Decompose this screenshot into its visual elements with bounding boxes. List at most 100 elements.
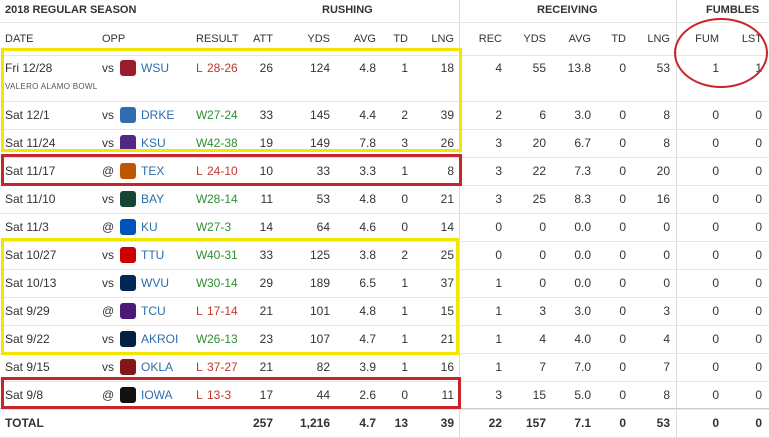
result-score[interactable]: 27-24 — [207, 108, 238, 122]
col-date[interactable]: DATE — [5, 33, 34, 45]
game-date: Sat 9/29 — [5, 304, 50, 318]
total-rec: 22 — [488, 416, 502, 430]
rush-avg-value: 4.6 — [359, 220, 376, 234]
att-value: 11 — [260, 192, 273, 206]
col-rush-lng[interactable]: LNG — [431, 33, 454, 45]
lst-value: 0 — [755, 360, 762, 374]
result-score[interactable]: 24-10 — [207, 164, 238, 178]
table-row: Sat 9/8 @ IOWA L 13-3 17 44 2.6 0 11 3 15 5.0 0 8 0 0 — [0, 381, 769, 410]
opponent-link[interactable]: DRKE — [141, 108, 175, 122]
rush-yds-value: 44 — [316, 388, 330, 402]
fum-value: 0 — [712, 332, 719, 346]
result-score[interactable]: 13-3 — [207, 388, 232, 402]
fum-value: 0 — [712, 248, 719, 262]
result-outcome: W — [196, 108, 208, 122]
att-value: 17 — [259, 388, 273, 402]
rec-lng-value: 7 — [663, 360, 670, 374]
col-rush-yds[interactable]: YDS — [307, 33, 330, 45]
location: vs — [102, 248, 114, 262]
rec-value: 4 — [495, 61, 502, 75]
opponent-link[interactable]: KU — [141, 220, 158, 234]
col-rush-td[interactable]: TD — [393, 33, 408, 45]
col-rec-td[interactable]: TD — [611, 33, 626, 45]
fum-value: 0 — [712, 136, 719, 150]
rush-lng-value: 21 — [440, 192, 454, 206]
total-rush-lng: 39 — [440, 416, 454, 430]
rec-value: 3 — [495, 136, 502, 150]
lst-value: 0 — [755, 136, 762, 150]
rec-yds-value: 22 — [532, 164, 546, 178]
result-score[interactable]: 17-14 — [207, 304, 238, 318]
rec-value: 1 — [495, 304, 502, 318]
opponent-link[interactable]: WVU — [141, 276, 169, 290]
table-row: Sat 12/1 vs DRKE W 27-24 33 145 4.4 2 39 2 6 3.0 0 8 0 0 — [0, 101, 769, 130]
table-row: Sat 9/15 vs OKLA L 37-27 21 82 3.9 1 16 1 7 7.0 0 7 0 0 — [0, 353, 769, 382]
rec-value: 3 — [495, 192, 502, 206]
team-logo-icon — [120, 359, 136, 375]
team-logo-icon — [120, 219, 136, 235]
result-score[interactable]: 28-14 — [207, 192, 238, 206]
rec-yds-value: 15 — [532, 388, 546, 402]
rush-avg-value: 4.8 — [359, 192, 376, 206]
col-att[interactable]: ATT — [253, 33, 273, 45]
location: @ — [102, 304, 115, 318]
fum-value: 0 — [712, 388, 719, 402]
opponent-link[interactable]: WSU — [141, 61, 169, 75]
fum-value: 0 — [712, 220, 719, 234]
rush-lng-value: 11 — [441, 388, 454, 402]
rec-yds-value: 3 — [539, 304, 546, 318]
game-date: Sat 9/22 — [5, 332, 50, 346]
opponent-link[interactable]: TCU — [141, 304, 166, 318]
game-date: Sat 12/1 — [5, 108, 50, 122]
att-value: 21 — [259, 304, 273, 318]
rushing-header: RUSHING — [322, 4, 373, 16]
team-logo-icon — [120, 191, 136, 207]
col-rec-lng[interactable]: LNG — [647, 33, 670, 45]
col-rec-yds[interactable]: YDS — [523, 33, 546, 45]
rush-lng-value: 8 — [447, 164, 454, 178]
bowl-note: VALERO ALAMO BOWL — [5, 82, 98, 91]
opponent-link[interactable]: TEX — [141, 164, 165, 178]
result-score[interactable]: 37-27 — [207, 360, 238, 374]
rush-avg-value: 3.3 — [359, 164, 376, 178]
result-score[interactable]: 40-31 — [207, 248, 238, 262]
rec-value: 0 — [495, 248, 502, 262]
lst-value: 0 — [755, 108, 762, 122]
lst-value: 0 — [755, 332, 762, 346]
col-rec[interactable]: REC — [478, 33, 502, 45]
rec-yds-value: 0 — [539, 248, 546, 262]
game-date: Sat 10/27 — [5, 248, 57, 262]
rush-td-value: 1 — [401, 360, 408, 374]
opponent-link[interactable]: IOWA — [141, 388, 173, 402]
col-rush-avg[interactable]: AVG — [353, 33, 376, 45]
rush-lng-value: 26 — [440, 136, 454, 150]
location: vs — [102, 192, 114, 206]
rush-avg-value: 3.8 — [359, 248, 376, 262]
col-result[interactable]: RESULT — [196, 33, 239, 45]
opponent-link[interactable]: AKROI — [141, 332, 179, 346]
receiving-header: RECEIVING — [537, 4, 598, 16]
result-score[interactable]: 28-26 — [207, 61, 238, 75]
result-score[interactable]: 26-13 — [207, 332, 238, 346]
result-score[interactable]: 27-3 — [207, 220, 232, 234]
opponent-link[interactable]: TTU — [141, 248, 165, 262]
col-rec-avg[interactable]: AVG — [568, 33, 591, 45]
rush-lng-value: 15 — [440, 304, 454, 318]
rush-td-value: 2 — [401, 108, 408, 122]
rush-avg-value: 4.8 — [359, 304, 376, 318]
opponent-link[interactable]: BAY — [141, 192, 165, 206]
result-score[interactable]: 30-14 — [207, 276, 238, 290]
opponent-link[interactable]: OKLA — [141, 360, 174, 374]
rec-yds-value: 0 — [539, 220, 546, 234]
team-logo-icon — [120, 275, 136, 291]
team-logo-icon — [120, 331, 136, 347]
rush-lng-value: 39 — [440, 108, 454, 122]
result-outcome: W — [196, 220, 208, 234]
result-score[interactable]: 42-38 — [207, 136, 238, 150]
col-opp[interactable]: OPP — [102, 33, 126, 45]
table-row: Sat 11/10 vs BAY W 28-14 11 53 4.8 0 21 3 25 8.3 0 16 0… — [0, 185, 769, 214]
lst-value: 0 — [755, 164, 762, 178]
opponent-link[interactable]: KSU — [141, 136, 166, 150]
rush-avg-value: 4.8 — [359, 61, 376, 75]
game-date: Sat 11/17 — [5, 164, 56, 178]
